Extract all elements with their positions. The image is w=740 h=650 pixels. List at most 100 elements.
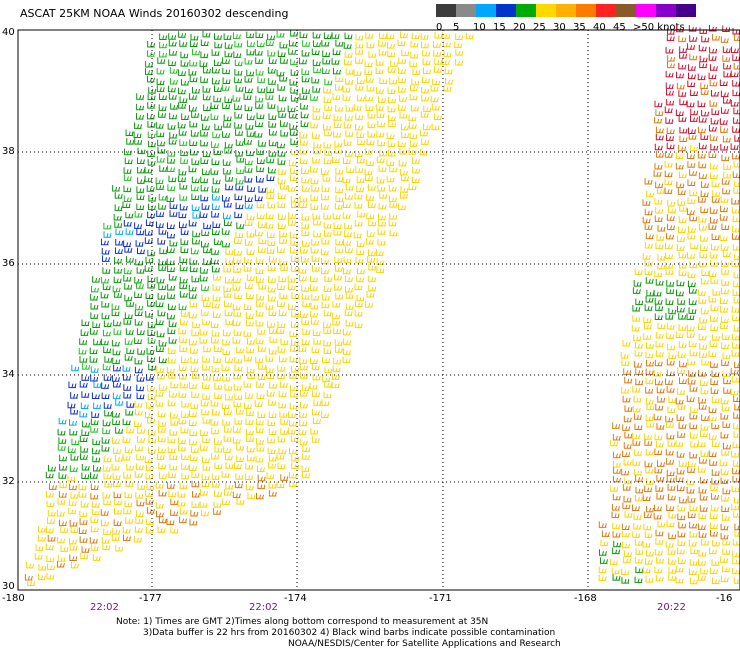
wind-barb — [375, 59, 384, 66]
wind-barb — [203, 104, 212, 111]
wind-barb — [697, 466, 706, 473]
wind-barb — [398, 76, 407, 83]
wind-barb — [191, 471, 200, 478]
wind-barb — [664, 178, 673, 186]
wind-barb — [147, 329, 156, 336]
wind-barb — [103, 472, 112, 480]
wind-barb — [169, 463, 178, 471]
wind-barb — [624, 477, 633, 485]
wind-barb — [112, 357, 121, 365]
wind-barb — [324, 275, 333, 282]
wind-barb — [656, 234, 665, 241]
wind-barb — [222, 240, 231, 248]
wind-barb — [101, 537, 110, 544]
wind-barb — [366, 84, 375, 92]
wind-barb — [411, 78, 420, 86]
wind-barb — [68, 446, 77, 454]
time-label-1: 22:02 — [90, 602, 119, 613]
wind-barb — [709, 340, 718, 348]
wind-barb — [202, 86, 211, 93]
wind-barb — [311, 436, 320, 443]
wind-barb — [709, 529, 718, 537]
wind-barb — [235, 150, 244, 157]
wind-barb — [111, 309, 120, 317]
wind-barb — [126, 138, 135, 145]
wind-barb — [687, 466, 696, 473]
wind-barb — [368, 264, 377, 271]
wind-barb — [115, 544, 124, 552]
wind-barb — [278, 390, 287, 398]
wind-barb — [89, 536, 98, 544]
wind-barb — [655, 538, 664, 545]
wind-barb — [158, 339, 167, 347]
wind-barb — [668, 574, 677, 581]
wind-barb — [277, 346, 286, 353]
wind-barb — [333, 222, 342, 230]
wind-barb — [420, 41, 429, 49]
wind-barb — [166, 195, 175, 202]
wind-barb — [653, 512, 662, 520]
wind-barb — [633, 280, 642, 287]
wind-barb — [68, 499, 77, 506]
wind-barb — [134, 319, 143, 326]
wind-barb — [311, 185, 320, 192]
wind-barb — [189, 139, 198, 147]
wind-barb — [235, 177, 244, 185]
wind-barb — [255, 95, 264, 103]
map-title: ASCAT 25KM NOAA Winds 20160302 descendin… — [20, 7, 289, 20]
wind-barb — [300, 139, 308, 146]
wind-barb — [367, 249, 376, 257]
wind-barb — [112, 285, 121, 293]
wind-barb — [124, 157, 133, 165]
wind-barb — [645, 295, 654, 303]
wind-barb — [278, 213, 287, 220]
wind-barb — [191, 372, 200, 379]
wind-barb — [387, 87, 396, 94]
wind-barb — [356, 176, 365, 183]
wind-barb — [69, 465, 78, 472]
wind-barb — [645, 351, 654, 359]
wind-barb — [221, 402, 230, 410]
wind-barb — [223, 408, 232, 416]
wind-barb — [199, 60, 208, 67]
wind-barb — [343, 42, 352, 49]
lat-label-34: 34 — [2, 369, 15, 380]
wind-barb — [122, 201, 131, 209]
wind-barb — [244, 86, 253, 94]
wind-barb — [620, 352, 629, 359]
wind-barb — [191, 176, 200, 184]
wind-barb — [223, 489, 232, 496]
wind-barb — [213, 356, 222, 363]
wind-barb — [81, 546, 90, 553]
wind-barb — [632, 386, 641, 393]
wind-barb — [365, 32, 374, 39]
wind-barb — [731, 260, 740, 268]
wind-barb — [708, 270, 717, 277]
wind-barb — [720, 556, 729, 563]
wind-barb — [675, 152, 684, 159]
wind-barb — [302, 87, 311, 94]
wind-barb — [690, 406, 699, 413]
wind-barb — [157, 139, 166, 147]
wind-barb — [333, 114, 342, 121]
wind-barb — [733, 431, 740, 438]
wind-barb — [290, 384, 299, 392]
wind-barb — [177, 491, 186, 498]
wind-barb — [214, 490, 223, 497]
wind-barb — [146, 185, 155, 192]
wind-barb — [334, 346, 343, 353]
wind-barb — [365, 104, 374, 111]
wind-barb — [655, 126, 664, 134]
wind-barb — [667, 440, 676, 447]
wind-barb — [398, 104, 407, 111]
wind-barb — [423, 123, 432, 131]
wind-barb — [136, 392, 145, 400]
wind-barb — [213, 508, 222, 515]
wind-barb — [244, 175, 253, 183]
wind-barb — [78, 527, 87, 534]
wind-barb — [301, 465, 310, 472]
wind-barb — [709, 251, 718, 259]
wind-barb — [375, 67, 384, 74]
wind-barb — [233, 372, 242, 380]
wind-barb — [332, 67, 341, 75]
